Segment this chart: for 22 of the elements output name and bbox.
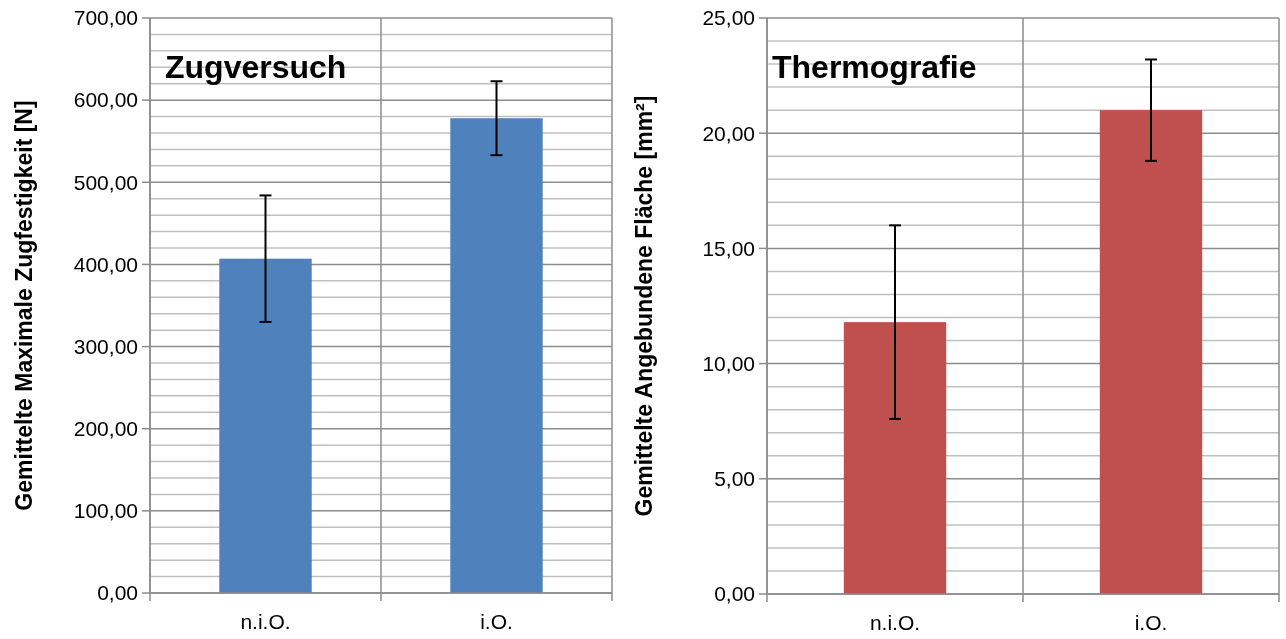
text: Thermografie bbox=[772, 49, 977, 85]
text: Zugversuch bbox=[165, 49, 347, 85]
y-tick-label: 100,00 bbox=[73, 499, 138, 523]
y-tick-label: 5,00 bbox=[714, 467, 755, 491]
x-tick-label: i.O. bbox=[480, 610, 513, 633]
y-tick-label: 15,00 bbox=[702, 236, 755, 260]
y-tick-label: 20,00 bbox=[702, 121, 755, 145]
x-tick-label: i.O. bbox=[1134, 611, 1168, 634]
y-tick-label: 25,00 bbox=[702, 6, 755, 30]
y-tick-label: 0,00 bbox=[97, 581, 138, 605]
y-tick-label: 400,00 bbox=[73, 252, 138, 276]
y-tick-label: 600,00 bbox=[73, 88, 138, 112]
y-tick-label: 10,00 bbox=[702, 351, 755, 375]
y-axis-title: Gemittelte Maximale Zugfestigkeit [N] bbox=[11, 100, 37, 511]
x-tick-label: n.i.O. bbox=[869, 611, 921, 634]
y-tick-label: 0,00 bbox=[714, 582, 755, 606]
x-tick-label: n.i.O. bbox=[240, 610, 291, 633]
y-axis-title: Gemittelte Angebundene Fläche [mm²] bbox=[631, 95, 657, 517]
y-tick-label: 700,00 bbox=[73, 6, 138, 30]
y-tick-label: 300,00 bbox=[73, 334, 138, 358]
y-tick-label: 500,00 bbox=[73, 170, 138, 194]
y-tick-label: 200,00 bbox=[73, 417, 138, 441]
